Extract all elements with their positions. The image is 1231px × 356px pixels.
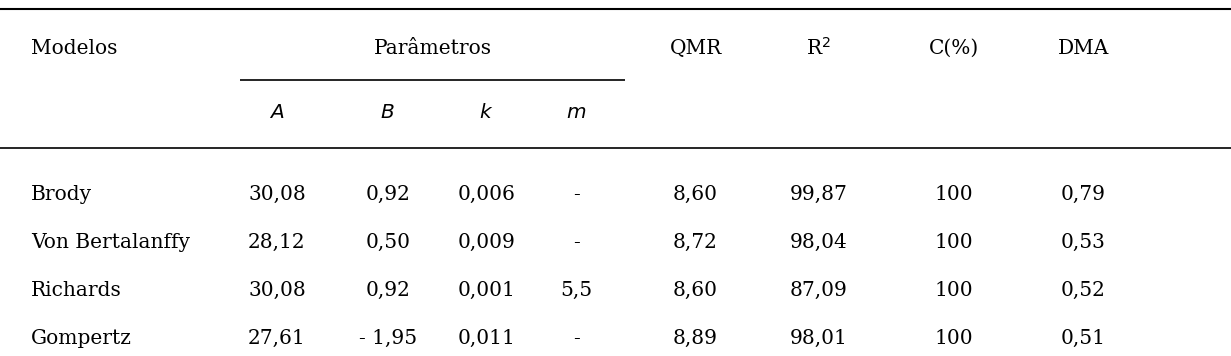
Text: $m$: $m$ xyxy=(566,103,586,122)
Text: 0,001: 0,001 xyxy=(457,281,516,300)
Text: Modelos: Modelos xyxy=(31,38,117,58)
Text: 100: 100 xyxy=(934,184,974,204)
Text: 8,89: 8,89 xyxy=(673,329,718,348)
Text: 8,72: 8,72 xyxy=(673,232,718,252)
Text: $A$: $A$ xyxy=(270,103,284,122)
Text: 28,12: 28,12 xyxy=(249,232,305,252)
Text: C(%): C(%) xyxy=(929,38,979,58)
Text: Von Bertalanffy: Von Bertalanffy xyxy=(31,232,190,252)
Text: -: - xyxy=(572,232,580,252)
Text: 87,09: 87,09 xyxy=(789,281,848,300)
Text: 0,92: 0,92 xyxy=(366,184,410,204)
Text: $B$: $B$ xyxy=(380,103,395,122)
Text: 0,006: 0,006 xyxy=(457,184,516,204)
Text: 0,79: 0,79 xyxy=(1061,184,1105,204)
Text: -: - xyxy=(572,184,580,204)
Text: $k$: $k$ xyxy=(479,103,494,122)
Text: 5,5: 5,5 xyxy=(560,281,592,300)
Text: 98,01: 98,01 xyxy=(789,329,848,348)
Text: - 1,95: - 1,95 xyxy=(358,329,417,348)
Text: 0,52: 0,52 xyxy=(1061,281,1105,300)
Text: Gompertz: Gompertz xyxy=(31,329,132,348)
Text: 0,50: 0,50 xyxy=(366,232,410,252)
Text: 0,009: 0,009 xyxy=(457,232,516,252)
Text: Brody: Brody xyxy=(31,184,92,204)
Text: -: - xyxy=(572,329,580,348)
Text: Parâmetros: Parâmetros xyxy=(374,38,491,58)
Text: 8,60: 8,60 xyxy=(673,184,718,204)
Text: 27,61: 27,61 xyxy=(249,329,305,348)
Text: 0,53: 0,53 xyxy=(1061,232,1105,252)
Text: QMR: QMR xyxy=(670,38,721,58)
Text: 0,011: 0,011 xyxy=(457,329,516,348)
Text: 0,92: 0,92 xyxy=(366,281,410,300)
Text: 98,04: 98,04 xyxy=(790,232,847,252)
Text: Richards: Richards xyxy=(31,281,122,300)
Text: 100: 100 xyxy=(934,281,974,300)
Text: 100: 100 xyxy=(934,329,974,348)
Text: DMA: DMA xyxy=(1057,38,1109,58)
Text: 30,08: 30,08 xyxy=(249,184,305,204)
Text: R$^2$: R$^2$ xyxy=(806,37,831,59)
Text: 99,87: 99,87 xyxy=(789,184,848,204)
Text: 0,51: 0,51 xyxy=(1061,329,1105,348)
Text: 100: 100 xyxy=(934,232,974,252)
Text: 30,08: 30,08 xyxy=(249,281,305,300)
Text: 8,60: 8,60 xyxy=(673,281,718,300)
